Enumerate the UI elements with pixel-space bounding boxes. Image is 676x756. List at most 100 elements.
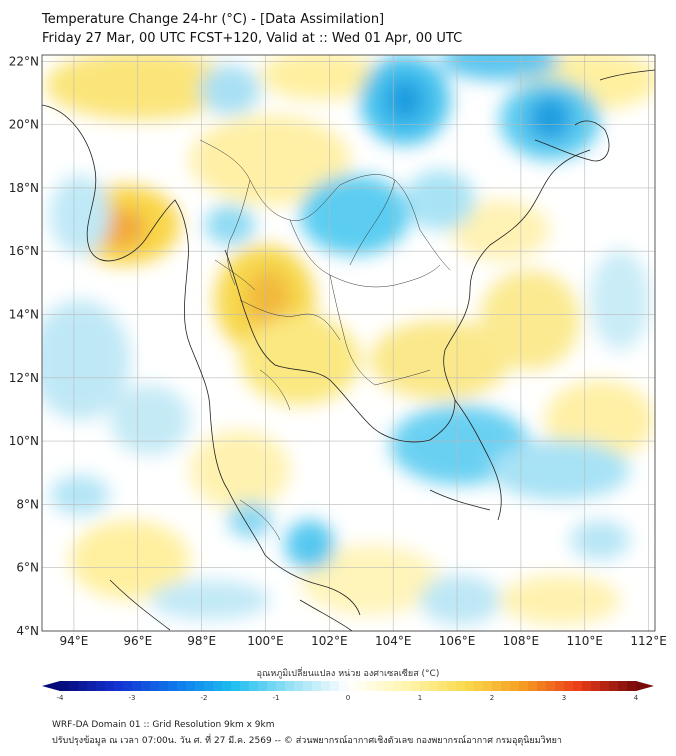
lat-tick-label: 4°N	[16, 624, 39, 638]
colorbar-segment	[177, 681, 187, 691]
colorbar-segment	[375, 681, 385, 691]
colorbar-segment	[402, 681, 412, 691]
colorbar-segment	[78, 681, 88, 691]
colorbar-segment	[96, 681, 106, 691]
colorbar-segment	[330, 681, 340, 691]
colorbar-segment	[114, 681, 124, 691]
colorbar-segment	[519, 681, 529, 691]
colorbar-segment	[168, 681, 178, 691]
colorbar-segment	[105, 681, 115, 691]
colorbar-segment	[87, 681, 97, 691]
colorbar-segment	[501, 681, 511, 691]
map-title: Temperature Change 24-hr (°C) - [Data As…	[42, 12, 385, 27]
latitude-labels: 22°N 20°N 18°N 16°N 14°N 12°N 10°N 8°N 6°N 4°N	[9, 54, 39, 638]
colorbar-segment	[240, 681, 250, 691]
graticule	[42, 55, 655, 632]
colorbar-segment	[150, 681, 160, 691]
colorbar-segment	[195, 681, 205, 691]
colorbar-segment	[456, 681, 466, 691]
colorbar-tick-label: 2	[490, 694, 494, 702]
colorbar-segment	[582, 681, 592, 691]
colorbar-segment	[411, 681, 421, 691]
colorbar-segment	[132, 681, 142, 691]
colorbar-segment	[483, 681, 493, 691]
colorbar-segment	[204, 681, 214, 691]
colorbar-segment	[213, 681, 223, 691]
colorbar-tick-label: 1	[418, 694, 422, 702]
colorbar-segment	[258, 681, 268, 691]
colorbar-segment	[222, 681, 232, 691]
colorbar-tick-label: -3	[129, 694, 136, 702]
lon-tick-label: 106°E	[439, 634, 476, 648]
lon-tick-label: 108°E	[503, 634, 540, 648]
lon-tick-label: 100°E	[247, 634, 284, 648]
colorbar-segment	[357, 681, 367, 691]
colorbar-segment	[267, 681, 277, 691]
colorbar-segment	[573, 681, 583, 691]
plot-frame	[41, 54, 656, 632]
colorbar-segment	[447, 681, 457, 691]
colorbar-segment	[618, 681, 628, 691]
colorbar-segment	[429, 681, 439, 691]
colorbar-segment	[627, 681, 637, 691]
colorbar-tick-label: 3	[562, 694, 566, 702]
colorbar-segment	[186, 681, 196, 691]
map-subtitle: Friday 27 Mar, 00 UTC FCST+120, Valid at…	[42, 31, 463, 46]
admin-borders	[199, 139, 451, 541]
colorbar-segment	[474, 681, 484, 691]
lat-tick-label: 20°N	[9, 118, 39, 132]
lat-tick-label: 10°N	[9, 434, 39, 448]
lat-tick-label: 8°N	[16, 497, 39, 511]
colorbar-min-extend	[42, 681, 60, 691]
colorbar-segment	[366, 681, 376, 691]
colorbar-max-extend	[636, 681, 654, 691]
colorbar	[42, 681, 654, 691]
colorbar-segment	[609, 681, 619, 691]
longitude-labels: 94°E 96°E 98°E 100°E 102°E 104°E 106°E 108°E 110…	[59, 634, 666, 648]
colorbar-segment	[537, 681, 547, 691]
lat-tick-label: 14°N	[9, 308, 39, 322]
lon-tick-label: 96°E	[123, 634, 152, 648]
colorbar-segment	[348, 681, 358, 691]
colorbar-segment	[384, 681, 394, 691]
lat-tick-label: 16°N	[9, 244, 39, 258]
colorbar-segment	[438, 681, 448, 691]
colorbar-segment	[249, 681, 259, 691]
colorbar-segment	[339, 681, 349, 691]
colorbar-segment	[393, 681, 403, 691]
lon-tick-label: 112°E	[630, 634, 667, 648]
colorbar-tick-label: -2	[201, 694, 208, 702]
lon-tick-label: 98°E	[187, 634, 216, 648]
colorbar-tick-label: 4	[634, 694, 639, 702]
lat-tick-label: 22°N	[9, 54, 39, 68]
colorbar-tick-label: 0	[346, 694, 350, 702]
footer-credit: ปรับปรุงข้อมูล ณ เวลา 07:00น. วัน ศ. ที่…	[52, 736, 562, 746]
colorbar-segment	[312, 681, 322, 691]
colorbar-segment	[564, 681, 574, 691]
lon-tick-label: 94°E	[59, 634, 88, 648]
colorbar-segment	[546, 681, 556, 691]
colorbar-label: อุณหภูมิเปลี่ยนแปลง หน่วย องศาเซลเซียส (…	[257, 666, 440, 679]
lon-tick-label: 104°E	[375, 634, 412, 648]
colorbar-tick-label: -1	[273, 694, 280, 702]
colorbar-segment	[303, 681, 313, 691]
colorbar-segment	[510, 681, 520, 691]
colorbar-segment	[492, 681, 502, 691]
colorbar-segment	[528, 681, 538, 691]
anomaly-blobs	[42, 55, 655, 625]
colorbar-segment	[321, 681, 331, 691]
colorbar-segment	[420, 681, 430, 691]
lon-tick-label: 110°E	[567, 634, 604, 648]
colorbar-segment	[60, 681, 70, 691]
colorbar-segment	[591, 681, 601, 691]
coastlines	[42, 69, 655, 631]
colorbar-segment	[555, 681, 565, 691]
colorbar-segment	[141, 681, 151, 691]
colorbar-segment	[600, 681, 610, 691]
colorbar-segment	[69, 681, 79, 691]
colorbar-tick-label: -4	[57, 694, 65, 702]
lat-tick-label: 12°N	[9, 371, 39, 385]
colorbar-ticks: -4 -3 -2 -1 0 1 2 3 4	[57, 694, 639, 702]
colorbar-segment	[159, 681, 169, 691]
lat-tick-label: 18°N	[9, 181, 39, 195]
